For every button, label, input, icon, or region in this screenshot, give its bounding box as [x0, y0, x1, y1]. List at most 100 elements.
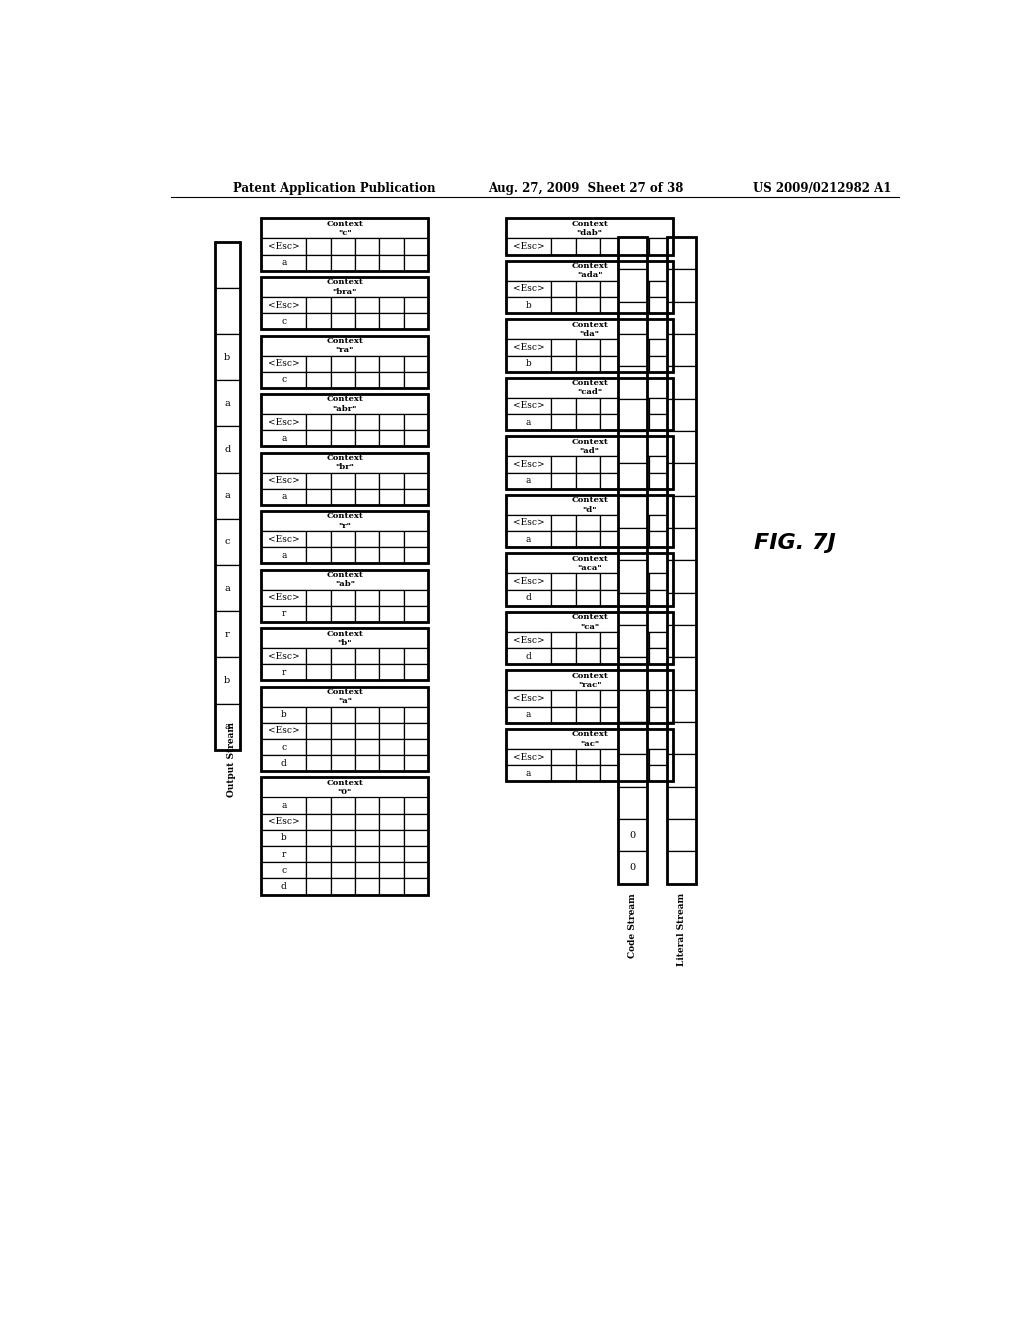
Bar	[331, 739, 355, 755]
Bar	[261, 355, 306, 372]
Bar	[506, 219, 673, 239]
Text: <Esc>: <Esc>	[513, 519, 545, 528]
Bar	[403, 723, 428, 739]
Text: d: d	[224, 445, 230, 454]
Bar	[575, 690, 600, 706]
Bar	[261, 739, 306, 755]
Bar	[261, 277, 428, 297]
Bar	[306, 813, 331, 830]
Bar	[261, 297, 306, 313]
Text: Context
"d": Context "d"	[571, 496, 608, 513]
Bar	[403, 846, 428, 862]
Bar	[331, 355, 355, 372]
Bar	[331, 664, 355, 681]
Bar	[380, 473, 403, 488]
Bar	[625, 339, 649, 355]
Bar	[261, 239, 306, 255]
Bar	[649, 297, 673, 313]
Bar	[306, 846, 331, 862]
Bar	[380, 488, 403, 506]
Bar	[506, 261, 673, 313]
Bar	[380, 430, 403, 446]
Bar	[261, 219, 428, 271]
Bar	[331, 414, 355, 430]
Bar	[403, 239, 428, 255]
Bar	[551, 239, 575, 255]
Bar	[215, 426, 240, 473]
Text: Context
"ca": Context "ca"	[571, 614, 608, 631]
Bar	[551, 573, 575, 590]
Bar	[551, 748, 575, 766]
Bar	[617, 399, 647, 432]
Bar	[331, 488, 355, 506]
Bar	[355, 797, 380, 813]
Bar	[506, 729, 673, 781]
Bar	[506, 495, 673, 548]
Bar	[306, 606, 331, 622]
Bar	[551, 648, 575, 664]
Bar	[506, 553, 673, 606]
Bar	[261, 797, 306, 813]
Bar	[380, 255, 403, 271]
Bar	[331, 797, 355, 813]
Bar	[649, 355, 673, 372]
Bar	[261, 511, 428, 531]
Bar	[306, 313, 331, 330]
Bar	[506, 553, 673, 573]
Bar	[306, 878, 331, 895]
Bar	[600, 414, 625, 430]
Bar	[261, 395, 428, 414]
Bar	[506, 748, 551, 766]
Bar	[306, 355, 331, 372]
Bar	[261, 488, 306, 506]
Bar	[403, 813, 428, 830]
Bar	[331, 830, 355, 846]
Bar	[355, 548, 380, 564]
Bar	[215, 380, 240, 426]
Bar	[261, 473, 306, 488]
Bar	[551, 766, 575, 781]
Bar	[331, 706, 355, 723]
Bar	[667, 399, 696, 432]
Bar	[380, 414, 403, 430]
Bar	[261, 706, 306, 723]
Bar	[667, 657, 696, 689]
Bar	[506, 378, 673, 397]
Bar	[306, 830, 331, 846]
Text: b: b	[281, 833, 287, 842]
Bar	[355, 878, 380, 895]
Bar	[403, 313, 428, 330]
Bar	[617, 722, 647, 755]
Bar	[575, 297, 600, 313]
Text: a: a	[224, 583, 230, 593]
Bar	[306, 648, 331, 664]
Bar	[380, 313, 403, 330]
Bar	[506, 319, 673, 339]
Bar	[667, 755, 696, 787]
Bar	[506, 495, 673, 515]
Bar	[617, 528, 647, 561]
Text: <Esc>: <Esc>	[268, 652, 300, 661]
Bar	[380, 830, 403, 846]
Text: b: b	[224, 352, 230, 362]
Bar	[575, 748, 600, 766]
Bar	[667, 593, 696, 626]
Text: a: a	[526, 535, 531, 544]
Bar	[625, 457, 649, 473]
Bar	[215, 519, 240, 565]
Bar	[506, 355, 551, 372]
Text: <Esc>: <Esc>	[268, 817, 300, 826]
Text: <Esc>: <Esc>	[513, 343, 545, 352]
Bar	[617, 657, 647, 689]
Bar	[355, 706, 380, 723]
Bar	[575, 239, 600, 255]
Bar	[551, 515, 575, 531]
Bar	[380, 706, 403, 723]
Bar	[617, 302, 647, 334]
Text: d: d	[525, 593, 531, 602]
Bar	[331, 723, 355, 739]
Text: c: c	[282, 317, 287, 326]
Bar	[380, 878, 403, 895]
Bar	[306, 430, 331, 446]
Bar	[380, 590, 403, 606]
